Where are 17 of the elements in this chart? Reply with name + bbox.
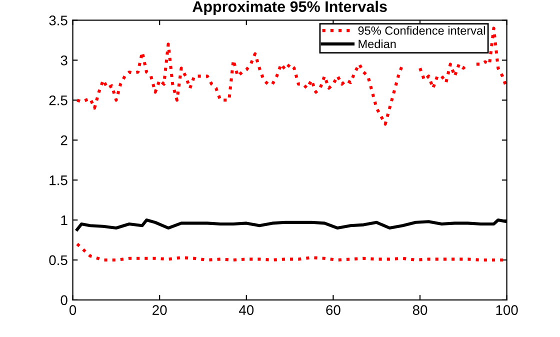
x-tick-label: 40 [238,305,254,315]
chart-title: Approximate 95% Intervals [192,0,387,16]
y-tick-label: 3.5 [49,16,68,26]
y-tick-label: 2 [60,135,68,146]
x-tick-label: 0 [69,305,76,315]
y-tick-label: 2.5 [49,95,68,106]
legend-label: 95% Confidence interval [358,26,485,35]
y-tick-label: 1.5 [50,176,68,186]
y-tick-label: 3 [60,56,68,66]
legend-label: Median [358,39,396,48]
y-tick-label: 0 [60,295,68,306]
x-tick-label: 100 [496,305,518,315]
x-tick-label: 60 [326,305,340,315]
x-tick-label: 80 [412,305,428,315]
y-tick-label: 0.5 [49,255,68,266]
y-tick-label: 1 [61,215,68,226]
x-tick-label: 20 [152,305,167,315]
